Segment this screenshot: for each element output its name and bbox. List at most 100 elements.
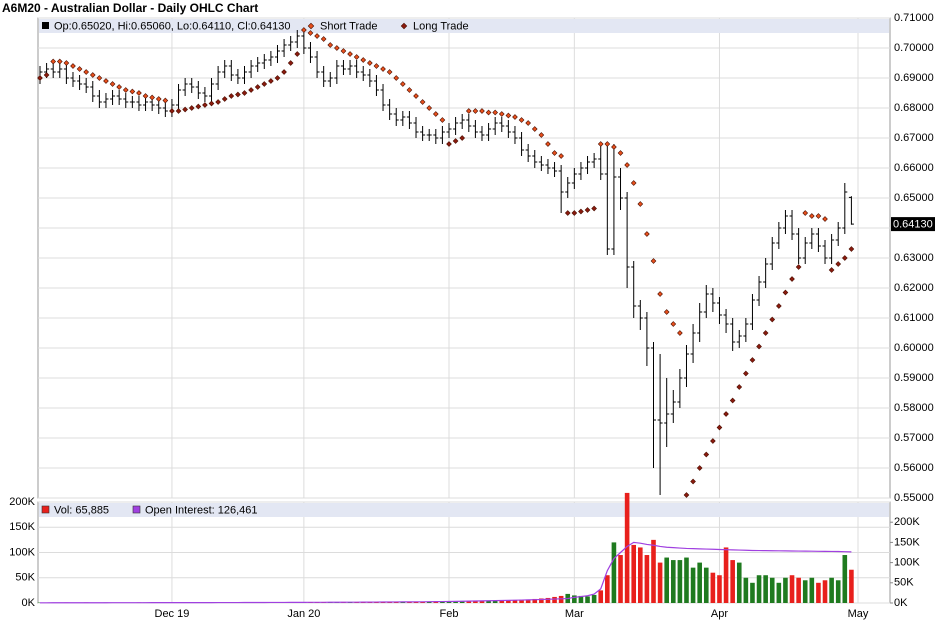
legend-text: Op:0.65020, Hi:0.65060, Lo:0.64110, Cl:0… [54, 20, 290, 32]
volume-bar [690, 567, 696, 603]
sar-dot [769, 316, 776, 323]
volume-bar [492, 600, 498, 603]
y2-tick-label: 100K [894, 557, 920, 569]
volume-bar [835, 580, 841, 603]
volume-bar [769, 577, 775, 603]
legend-text: Long Trade [413, 20, 469, 32]
sar-dot [334, 45, 340, 51]
volume-bar [552, 596, 557, 603]
sar-dot [789, 276, 795, 282]
sar-dot [650, 258, 657, 264]
sar-dot [254, 84, 261, 90]
legend-marker [42, 22, 49, 29]
volume-bar [657, 562, 663, 603]
sar-dot [736, 384, 743, 390]
sar-dot [63, 60, 70, 66]
volume-bar [697, 562, 702, 603]
volume-bar [466, 601, 472, 603]
volume-bar [446, 601, 452, 603]
sar-dot [525, 120, 531, 126]
sar-dot [89, 72, 96, 78]
sar-dot [380, 66, 386, 72]
volume-bar [684, 557, 689, 603]
legend-text: Open Interest: 126,461 [145, 504, 258, 516]
volume-bar [512, 599, 518, 603]
sar-dot [538, 132, 545, 138]
sar-dot [43, 72, 50, 78]
volume-bar [545, 597, 551, 603]
volume-bar [776, 582, 782, 603]
sar-dot [142, 93, 149, 99]
sar-dot [815, 213, 822, 219]
sar-dot [208, 100, 215, 107]
volume-bar [710, 572, 716, 603]
sar-dot [604, 141, 611, 147]
sar-dot [419, 99, 426, 105]
legend-marker [307, 22, 315, 30]
sar-dot [782, 289, 789, 296]
sar-dot [591, 205, 597, 212]
volume-bar [558, 595, 564, 603]
volume-bar [829, 577, 834, 603]
last-price-box [891, 217, 935, 232]
volume-bar [572, 595, 577, 603]
sar-dot [465, 108, 472, 114]
sar-dot [617, 150, 624, 156]
sar-dot [287, 60, 294, 66]
sar-dot [235, 91, 241, 98]
volume-bar [822, 580, 828, 603]
sar-dot [670, 321, 677, 327]
sar-dot [776, 303, 782, 309]
sar-dot [848, 246, 855, 252]
sar-dot [393, 75, 400, 81]
x-tick-label: Jan 20 [287, 608, 320, 620]
sar-dot [762, 330, 769, 336]
volume-bar [723, 547, 729, 603]
volume-bar [670, 560, 676, 603]
volume-bar [638, 547, 643, 603]
y-tick-label: 0.61000 [894, 312, 934, 324]
sar-dot [248, 87, 254, 93]
y-tick-label: 0.66000 [894, 162, 934, 174]
sar-dot [828, 267, 835, 273]
sar-dot [571, 210, 578, 216]
sar-dot [56, 58, 63, 65]
legend-text: Vol: 65,885 [54, 504, 109, 516]
volume-bar [611, 542, 617, 603]
sar-dot [76, 66, 83, 72]
x-tick-label: May [848, 608, 869, 620]
volume-bar [717, 575, 722, 603]
volume-bar [605, 575, 610, 603]
sar-dot [136, 90, 142, 96]
y-tick-label: 0K [22, 597, 36, 609]
sar-dot [175, 108, 182, 114]
sar-dot [367, 60, 373, 66]
volume-bar [624, 492, 630, 603]
volume-bar [789, 575, 795, 603]
volume-bar [849, 569, 854, 603]
sar-dot [399, 81, 406, 87]
sar-dot [83, 69, 90, 75]
y2-tick-label: 50K [894, 577, 914, 589]
sar-dot [149, 94, 155, 101]
volume-bar [459, 600, 465, 603]
sar-dot [261, 81, 268, 87]
sar-dot [195, 103, 202, 110]
y-tick-label: 0.70000 [894, 42, 934, 54]
sar-dot [690, 478, 696, 485]
y-tick-label: 0.63000 [894, 252, 934, 264]
y-tick-label: 0.67000 [894, 132, 934, 144]
y-tick-label: 0.62000 [894, 282, 934, 294]
y-tick-label: 0.58000 [894, 402, 934, 414]
sar-dot [281, 69, 287, 75]
volume-bar [506, 600, 511, 603]
y-tick-label: 0.57000 [894, 432, 934, 444]
sar-dot [822, 216, 828, 222]
sar-dot [406, 87, 413, 93]
sar-dot [564, 210, 571, 216]
sar-dot [432, 111, 439, 117]
sar-dot [584, 207, 591, 213]
sar-dot [743, 370, 749, 377]
sar-dot [116, 84, 122, 90]
